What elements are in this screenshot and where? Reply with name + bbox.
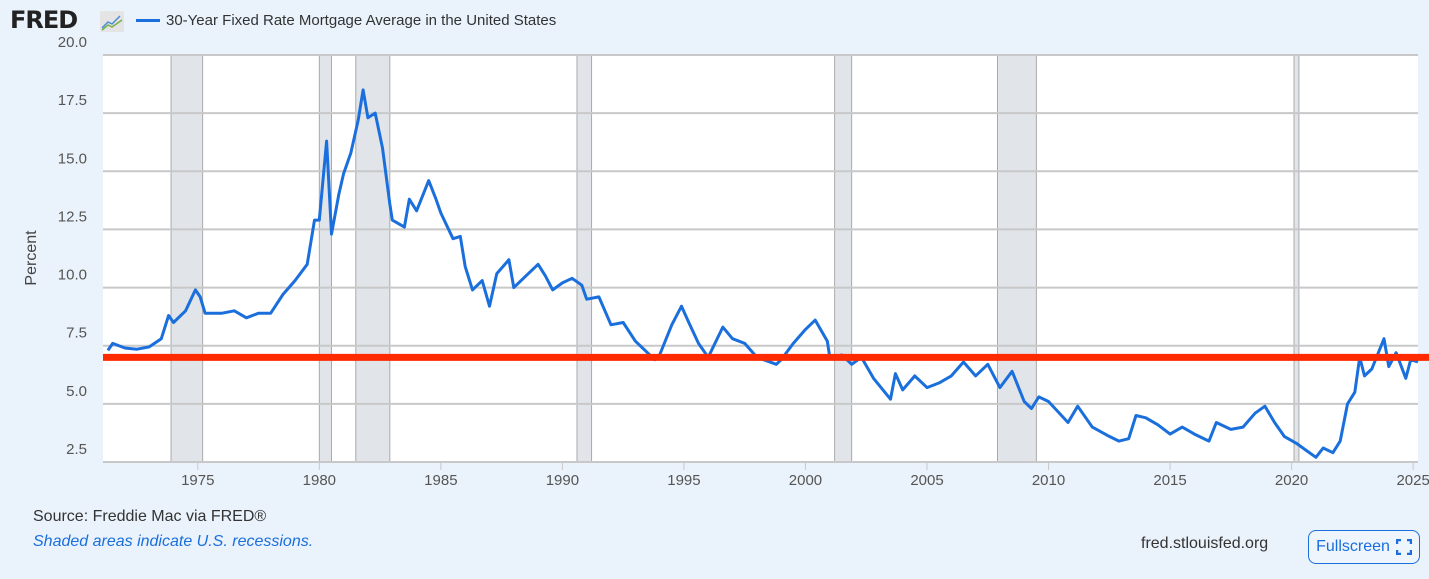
chart-logo-icon [100, 11, 124, 32]
legend: 30-Year Fixed Rate Mortgage Average in t… [136, 12, 556, 29]
plot-area [103, 55, 1418, 462]
x-tick-label: 1980 [303, 472, 336, 489]
recession-note-link[interactable]: Shaded areas indicate U.S. recessions. [33, 533, 314, 550]
x-tick-label: 1995 [667, 472, 700, 489]
site-link[interactable]: fred.stlouisfed.org [1141, 535, 1269, 552]
recession-band [996, 54, 1037, 463]
y-tick-label: 7.5 [66, 325, 87, 342]
x-tick-label: 1975 [181, 472, 214, 489]
y-tick-label: 20.0 [58, 34, 87, 51]
series-line [106, 88, 1419, 459]
recession-band [1293, 54, 1300, 463]
y-tick-label: 15.0 [58, 150, 87, 167]
y-tick-label: 12.5 [58, 208, 87, 225]
chart: 2.5 5.0 7.5 10.0 12.5 15.0 17.5 20.0 1975 1980 198… [23, 34, 1429, 489]
y-tick-label: 10.0 [58, 267, 87, 284]
x-tick-label: 2015 [1153, 472, 1186, 489]
fullscreen-label: Fullscreen [1316, 538, 1390, 555]
fullscreen-button[interactable]: Fullscreen [1308, 530, 1420, 564]
recession-band [834, 54, 853, 463]
x-tick-label: 2010 [1032, 472, 1065, 489]
fred-logo[interactable]: FRED [10, 6, 78, 34]
x-tick-label: 1985 [424, 472, 457, 489]
y-tick-label: 2.5 [66, 441, 87, 458]
fullscreen-icon [1395, 539, 1412, 555]
source-text: Source: Freddie Mac via FRED® [33, 508, 267, 525]
y-tick-label: 5.0 [66, 383, 87, 400]
recession-band [318, 54, 332, 463]
legend-label: 30-Year Fixed Rate Mortgage Average in t… [166, 12, 557, 29]
recession-band [170, 54, 204, 463]
y-tick-label: 17.5 [58, 92, 87, 109]
x-tick-label: 1990 [546, 472, 579, 489]
x-tick-label: 2020 [1275, 472, 1308, 489]
x-tick-label: 2005 [910, 472, 943, 489]
recession-band [576, 54, 593, 463]
y-axis-label: Percent [23, 230, 40, 286]
x-tick-label: 2025 [1396, 472, 1429, 489]
legend-swatch [136, 19, 160, 22]
x-tick-label: 2000 [789, 472, 822, 489]
